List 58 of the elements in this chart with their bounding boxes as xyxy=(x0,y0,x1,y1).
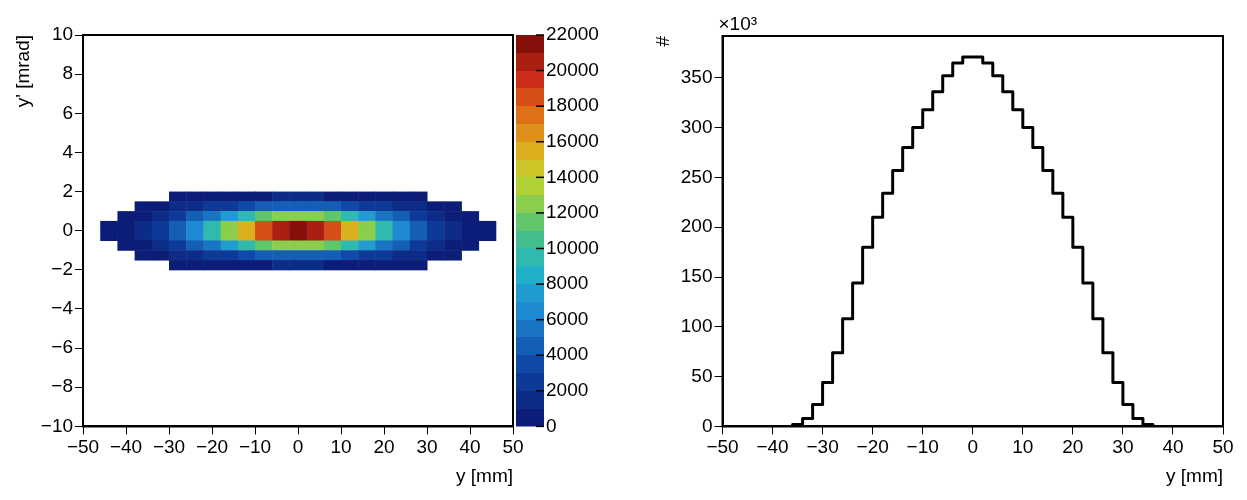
color-bar-label: 18000 xyxy=(546,94,599,116)
y-tick-label: 150 xyxy=(680,265,713,287)
y-tick-label: 10 xyxy=(51,23,74,45)
y-tick-label: 0 xyxy=(62,218,74,240)
x-tick-label: 40 xyxy=(1162,436,1184,458)
color-bar-label: 14000 xyxy=(546,165,599,187)
x-tick-label: −30 xyxy=(152,436,186,458)
y-tick-label: −6 xyxy=(51,336,74,358)
color-bar-label: 0 xyxy=(546,414,557,436)
y-tick-label: −4 xyxy=(51,297,74,319)
y-tick-label: 200 xyxy=(680,215,713,237)
y-axis-title: y' [mrad] xyxy=(11,35,33,108)
color-bar-label: 10000 xyxy=(546,236,599,258)
x-tick-label: 30 xyxy=(1112,436,1134,458)
x-tick-label: 20 xyxy=(1062,436,1084,458)
y-tick-label: 4 xyxy=(62,140,74,162)
y-tick-label: 8 xyxy=(62,62,74,84)
y-axis-title: # xyxy=(651,35,673,47)
color-bar-label: 12000 xyxy=(546,201,599,223)
y-tick-label: 350 xyxy=(680,66,713,88)
x-tick-label: 30 xyxy=(416,436,438,458)
color-bar-label: 4000 xyxy=(546,343,589,365)
x-tick-label: −10 xyxy=(238,436,272,458)
y-tick-label: 300 xyxy=(680,115,713,137)
y-tick-label: 6 xyxy=(62,101,74,123)
x-tick-label: −20 xyxy=(195,436,229,458)
x-tick-label: −40 xyxy=(109,436,143,458)
color-bar-label: 20000 xyxy=(546,58,599,80)
x-tick-label: 10 xyxy=(330,436,352,458)
y-tick-label: −2 xyxy=(51,258,74,280)
x-tick-label: 40 xyxy=(459,436,481,458)
color-bar-label: 6000 xyxy=(546,307,589,329)
y-tick-label: 100 xyxy=(680,315,713,337)
x-tick-label: 20 xyxy=(373,436,395,458)
y-tick-label: 2 xyxy=(62,179,74,201)
color-bar-label: 2000 xyxy=(546,379,589,401)
x-tick-label: 10 xyxy=(1012,436,1034,458)
x-axis-title: y [mm] xyxy=(456,464,513,486)
x-tick-label: 0 xyxy=(967,436,979,458)
color-bar-label: 8000 xyxy=(546,272,589,294)
x-tick-label: −30 xyxy=(806,436,839,458)
x-tick-label: 0 xyxy=(292,436,304,458)
x-tick-label: −50 xyxy=(66,436,100,458)
y-tick-label: 0 xyxy=(701,414,713,436)
x-axis-title: y [mm] xyxy=(1166,464,1223,486)
text: ×10³ xyxy=(718,12,758,34)
x-tick-label: 50 xyxy=(502,436,524,458)
x-tick-label: −40 xyxy=(756,436,789,458)
x-tick-label: −10 xyxy=(906,436,939,458)
y-tick-label: −8 xyxy=(51,375,74,397)
y-tick-label: 250 xyxy=(680,165,713,187)
x-tick-label: −50 xyxy=(706,436,739,458)
y-tick-label: −10 xyxy=(40,414,74,436)
y-tick-label: 50 xyxy=(691,364,713,386)
x-tick-label: −20 xyxy=(856,436,889,458)
color-bar-label: 22000 xyxy=(546,23,599,45)
color-bar-label: 16000 xyxy=(546,129,599,151)
x-tick-label: 50 xyxy=(1212,436,1234,458)
